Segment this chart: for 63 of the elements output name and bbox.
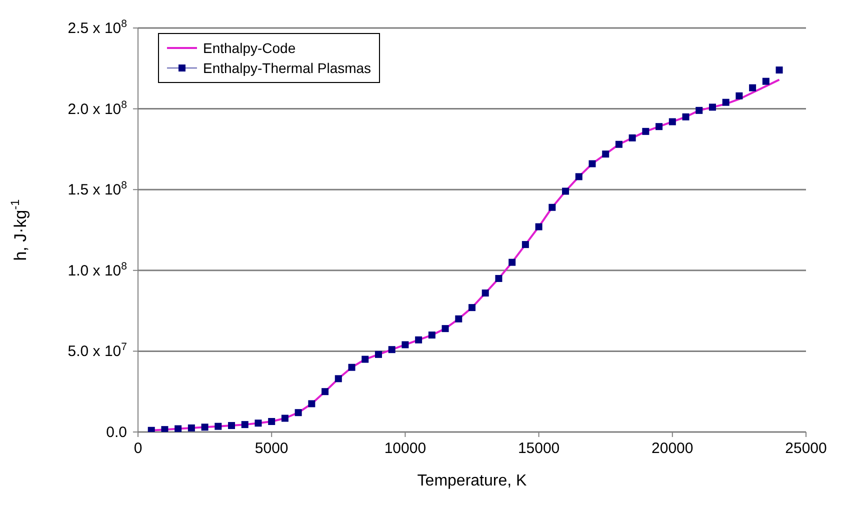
y-tick-label: 0.0 [106,424,127,441]
x-tick-label: 0 [134,440,142,457]
point [268,418,276,425]
x-tick-label: 15000 [518,440,560,457]
x-tick-label: 25000 [785,440,827,457]
point [428,332,436,339]
point [174,425,182,432]
point [294,409,302,416]
x-axis-title: Temperature, K [417,472,528,490]
point [522,241,529,248]
point [455,315,462,322]
point [668,118,676,126]
point [696,106,703,114]
point [442,325,449,332]
point [254,420,262,427]
point [362,356,369,363]
point [201,424,208,431]
point [535,223,542,230]
point [575,173,582,180]
point [322,388,329,396]
point [562,188,570,195]
point [749,84,756,92]
x-tick-label: 20000 [652,440,694,457]
x-tick-label: 5000 [254,440,288,457]
legend-label: Enthalpy-Code [203,39,296,58]
y-tick-label: 5.0 x 10$^{7}$ [68,341,128,360]
point [148,426,155,432]
point [495,274,502,282]
y-tick-label: 2.0 x 10$^{8}$ [68,98,128,118]
point [628,134,636,142]
point [214,422,222,430]
point [402,341,409,348]
point [615,140,622,148]
point [308,400,316,408]
point [736,92,743,100]
point [508,258,516,266]
legend-label: Enthalpy-Thermal Plasmas [203,59,372,78]
point [374,350,382,358]
point [776,66,783,74]
point [682,113,690,120]
point [161,426,168,432]
point [348,364,356,371]
x-tick-label: 10000 [384,440,426,457]
point [548,204,556,211]
point [656,123,663,130]
y-tick-label: 1.5 x 10$^{8}$ [68,180,128,199]
y-tick-label: 2.5 x 10$^{8}$ [68,18,128,37]
point [415,336,422,344]
point [468,304,476,312]
point [588,160,596,168]
point [602,150,610,158]
point [334,375,342,382]
point [281,414,288,422]
point [241,421,248,428]
point [482,290,489,297]
point [188,424,195,432]
y-tick-label: 1.0 x 10$^{8}$ [68,260,128,280]
point [228,422,236,430]
point [762,78,770,85]
point [708,104,716,111]
point [642,128,650,135]
point [388,346,396,354]
point [722,98,730,106]
